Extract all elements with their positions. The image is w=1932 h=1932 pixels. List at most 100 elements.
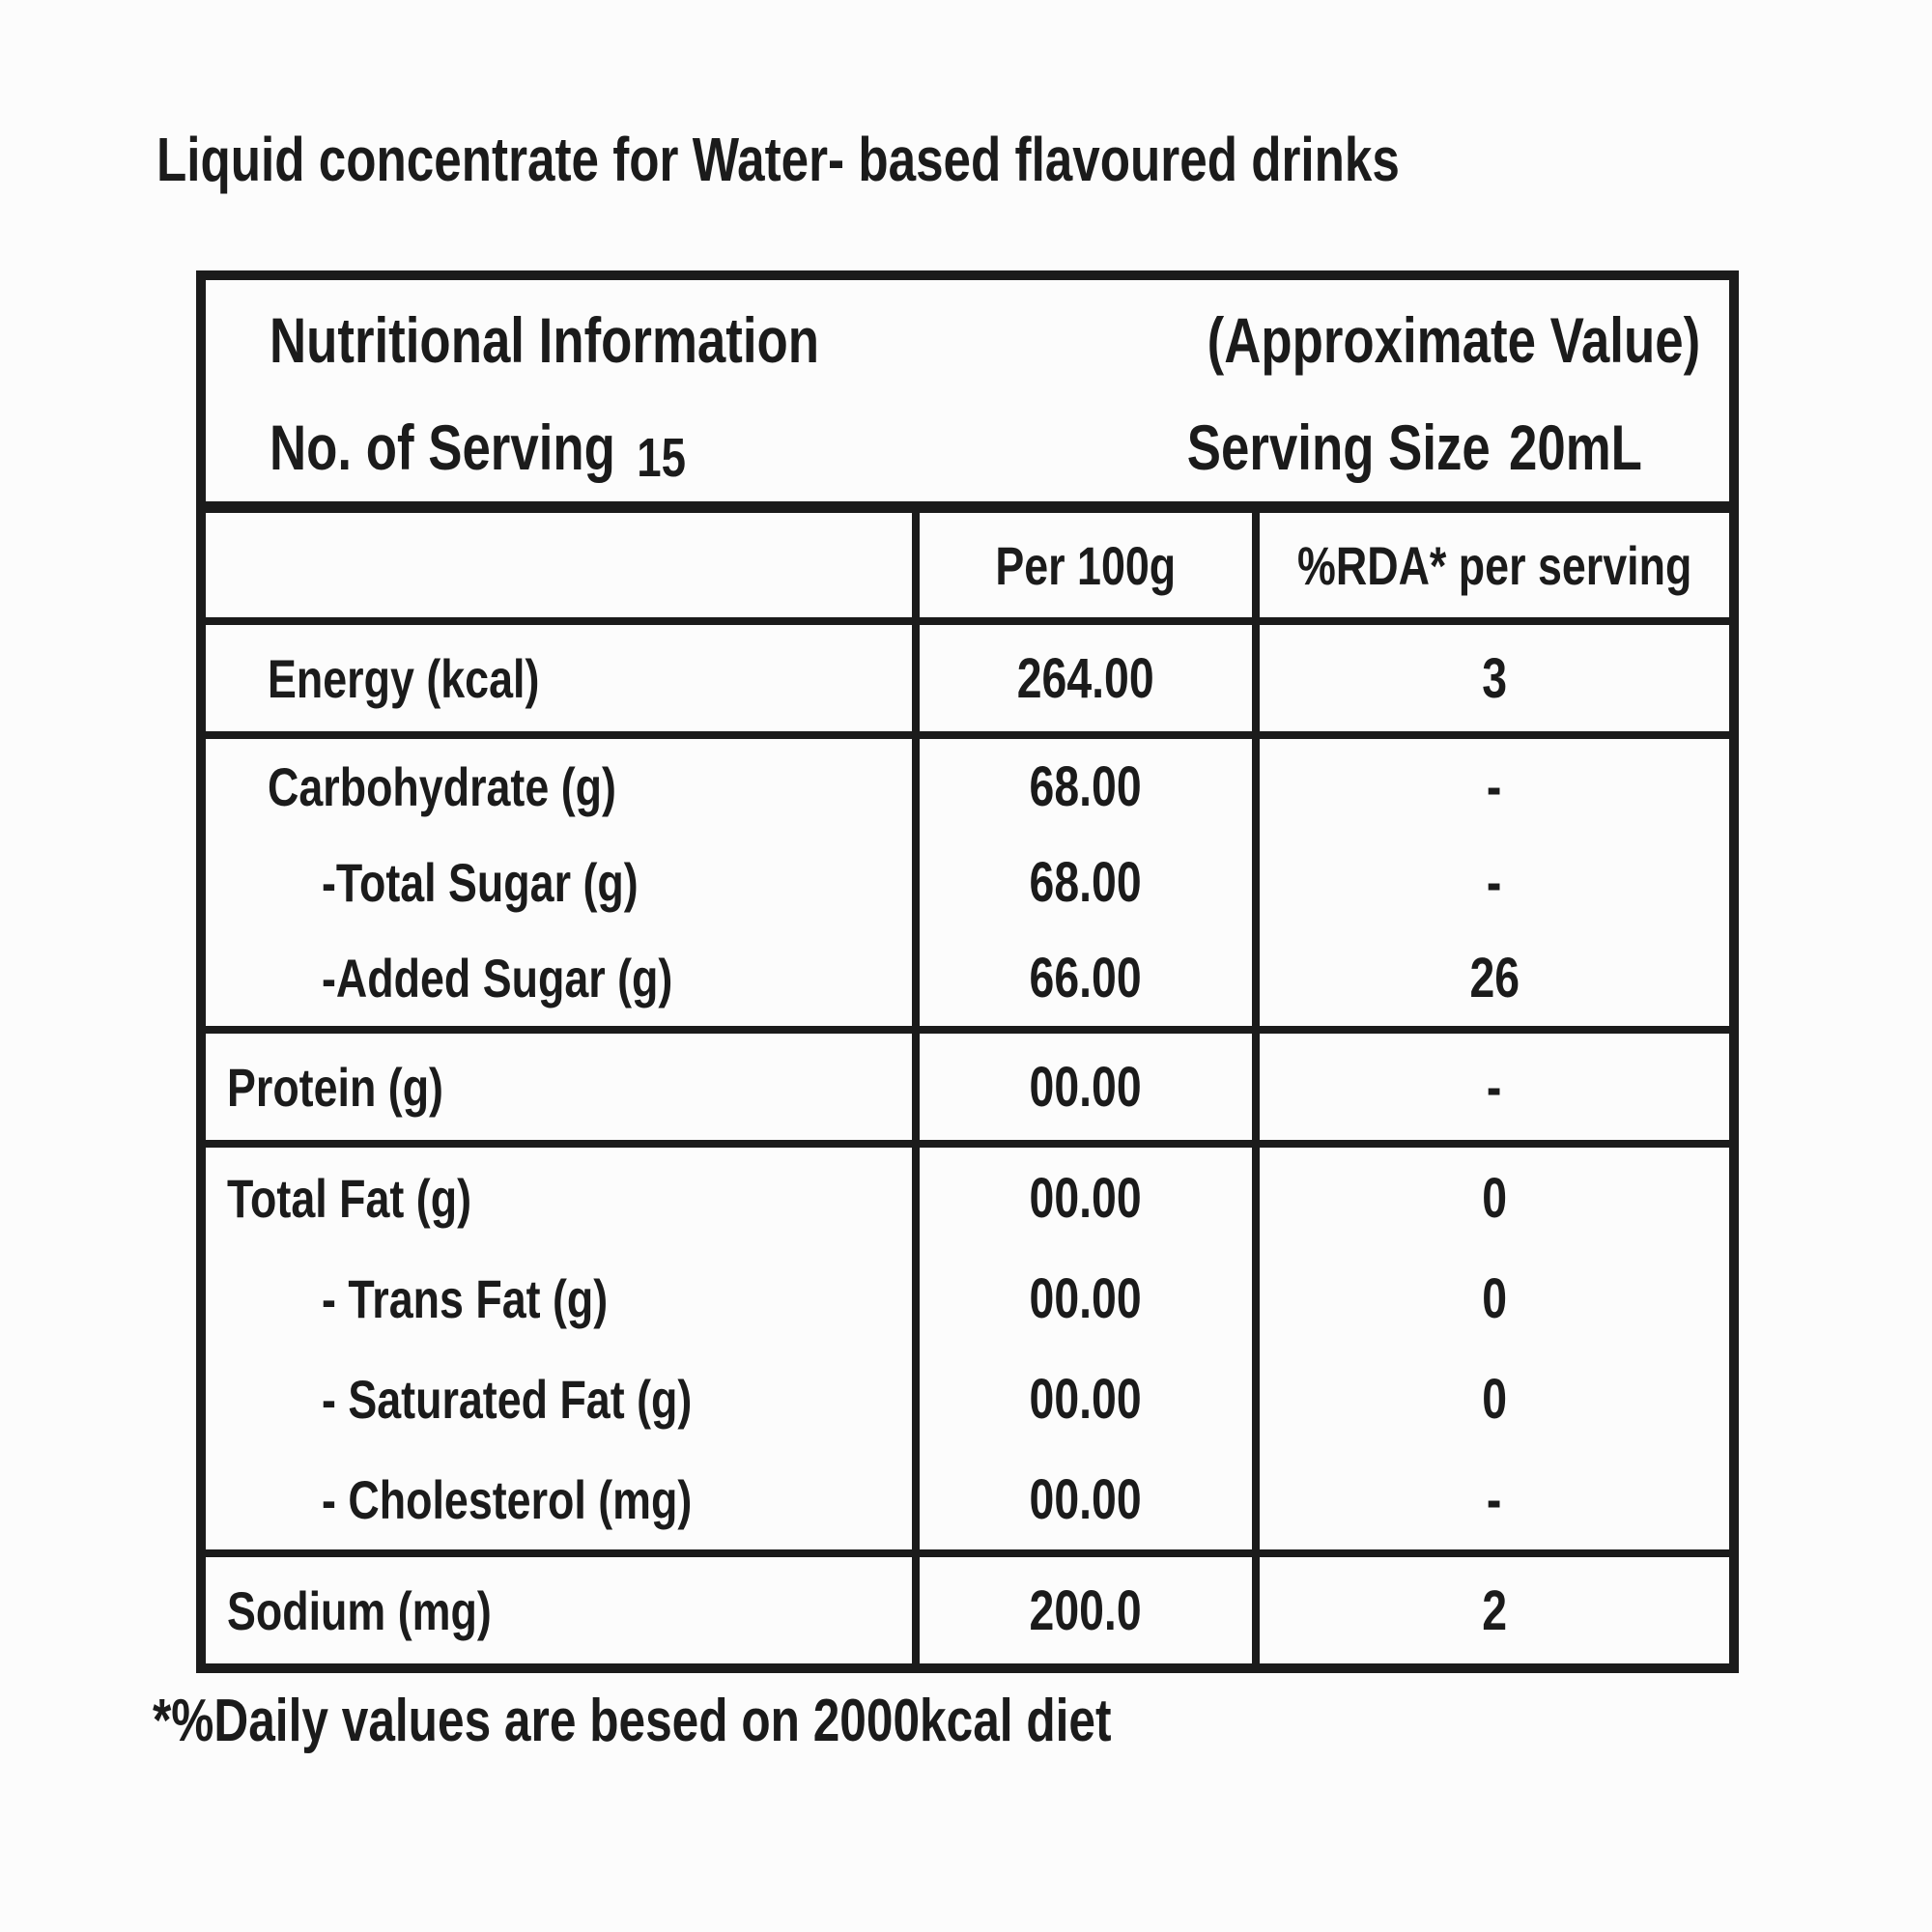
header-line-1: Nutritional Information (Approximate Val…	[270, 303, 1700, 377]
row-value-per100g: 00.00	[1029, 1367, 1143, 1431]
row-label-cell: Energy (kcal)	[206, 625, 912, 731]
row-line: -Added Sugar (g)	[206, 930, 912, 1026]
row-label: - Trans Fat (g)	[322, 1267, 609, 1329]
servings-label: No. of Serving	[270, 412, 615, 484]
nutrition-table: Nutritional Information (Approximate Val…	[196, 270, 1739, 1673]
row-per100g-cell: 264.00	[912, 625, 1252, 731]
header-approximate-value: (Approximate Value)	[1207, 303, 1700, 376]
row-label-cell: Total Fat (g) - Trans Fat (g) - Saturated …	[206, 1148, 912, 1549]
row-line: 2	[1260, 1557, 1729, 1663]
row-label-cell: Protein (g)	[206, 1034, 912, 1140]
header-title: Nutritional Information	[270, 303, 820, 376]
row-per100g-cell: 200.0	[912, 1557, 1252, 1663]
row-rda-cell: 2	[1252, 1557, 1729, 1663]
table-row: Sodium (mg) 200.0 2	[206, 1549, 1729, 1663]
row-line: 264.00	[920, 625, 1252, 731]
table-header: Nutritional Information (Approximate Val…	[206, 280, 1729, 513]
row-value-per100g: 00.00	[1029, 1266, 1143, 1330]
row-line: 00.00	[920, 1449, 1252, 1549]
column-header-row: Per 100g %RDA* per serving	[206, 513, 1729, 617]
row-line: 200.0	[920, 1557, 1252, 1663]
row-value-rda: 0	[1482, 1166, 1507, 1230]
row-line: Protein (g)	[206, 1034, 912, 1140]
row-value-rda: -	[1487, 851, 1502, 914]
serving-size-label: Serving Size	[1186, 412, 1491, 484]
row-line: 00.00	[920, 1349, 1252, 1449]
serving-size-group: Serving Size 20mL	[1187, 411, 1642, 484]
row-line: -Total Sugar (g)	[206, 835, 912, 930]
column-header-rda-text: %RDA* per serving	[1296, 534, 1692, 596]
row-line: 0	[1260, 1248, 1729, 1349]
row-line: 00.00	[920, 1034, 1252, 1140]
row-label: Energy (kcal)	[268, 647, 540, 709]
row-label-cell: Sodium (mg)	[206, 1557, 912, 1663]
row-line: 26	[1260, 930, 1729, 1026]
row-rda-cell: -	[1252, 1034, 1729, 1140]
row-line: - Trans Fat (g)	[206, 1248, 912, 1349]
table-row: Carbohydrate (g) -Total Sugar (g) -Added S…	[206, 731, 1729, 1026]
serving-size-value: 20mL	[1509, 412, 1642, 484]
row-line: Sodium (mg)	[206, 1557, 912, 1663]
row-line: -	[1260, 1034, 1729, 1140]
row-rda-cell: 0 0 0 -	[1252, 1148, 1729, 1549]
row-label: - Cholesterol (mg)	[322, 1468, 693, 1530]
row-value-per100g: 66.00	[1029, 947, 1143, 1009]
row-line: 00.00	[920, 1148, 1252, 1248]
row-value-rda: 2	[1482, 1578, 1507, 1642]
row-line: Total Fat (g)	[206, 1148, 912, 1248]
column-header-rda: %RDA* per serving	[1252, 513, 1729, 617]
row-value-rda: -	[1487, 755, 1502, 818]
row-rda-cell: 3	[1252, 625, 1729, 731]
footnote-text: *%Daily values are besed on 2000kcal die…	[153, 1688, 1112, 1754]
servings-group: No. of Serving 15	[270, 411, 686, 489]
row-label: Carbohydrate (g)	[268, 756, 616, 817]
row-line: Energy (kcal)	[206, 625, 912, 731]
row-label: -Total Sugar (g)	[322, 852, 639, 913]
row-line: Carbohydrate (g)	[206, 739, 912, 835]
row-value-rda: 3	[1482, 646, 1507, 710]
table-body: Energy (kcal) 264.00 3 Carbohydrate (g) -Tot…	[206, 617, 1729, 1663]
row-line: - Cholesterol (mg)	[206, 1449, 912, 1549]
row-rda-cell: - - 26	[1252, 739, 1729, 1026]
column-header-per-100g: Per 100g	[912, 513, 1252, 617]
row-line: 66.00	[920, 930, 1252, 1026]
row-line: -	[1260, 739, 1729, 835]
row-label: - Saturated Fat (g)	[322, 1368, 693, 1430]
row-line: 0	[1260, 1148, 1729, 1248]
row-per100g-cell: 68.00 68.00 66.00	[912, 739, 1252, 1026]
row-value-per100g: 00.00	[1029, 1055, 1143, 1119]
row-line: 68.00	[920, 739, 1252, 835]
row-per100g-cell: 00.00 00.00 00.00 00.00	[912, 1148, 1252, 1549]
row-label: -Added Sugar (g)	[322, 948, 673, 1009]
page-title-text: Liquid concentrate for Water- based flav…	[156, 125, 1400, 194]
row-line: -	[1260, 1449, 1729, 1549]
page-title: Liquid concentrate for Water- based flav…	[156, 126, 1711, 193]
row-label: Total Fat (g)	[227, 1167, 471, 1229]
row-value-per100g: 00.00	[1029, 1166, 1143, 1230]
row-line: 3	[1260, 625, 1729, 731]
column-header-blank	[206, 513, 912, 617]
footnote: *%Daily values are besed on 2000kcal die…	[153, 1689, 1351, 1754]
table-row: Protein (g) 00.00 -	[206, 1026, 1729, 1140]
column-header-per-100g-text: Per 100g	[995, 534, 1177, 596]
row-value-per100g: 00.00	[1029, 1467, 1143, 1531]
row-value-rda: 0	[1482, 1367, 1507, 1431]
row-per100g-cell: 00.00	[912, 1034, 1252, 1140]
row-line: 68.00	[920, 835, 1252, 930]
row-value-per100g: 68.00	[1029, 755, 1143, 818]
row-value-per100g: 264.00	[1017, 646, 1154, 710]
row-label: Sodium (mg)	[227, 1579, 492, 1641]
row-line: 0	[1260, 1349, 1729, 1449]
table-row: Energy (kcal) 264.00 3	[206, 617, 1729, 731]
row-value-rda: 26	[1469, 947, 1520, 1009]
row-line: 00.00	[920, 1248, 1252, 1349]
table-row: Total Fat (g) - Trans Fat (g) - Saturated …	[206, 1140, 1729, 1549]
servings-value: 15	[637, 427, 687, 490]
row-value-per100g: 68.00	[1029, 851, 1143, 914]
row-line: - Saturated Fat (g)	[206, 1349, 912, 1449]
row-line: -	[1260, 835, 1729, 930]
header-line-2: No. of Serving 15 Serving Size 20mL	[270, 411, 1700, 489]
row-value-rda: -	[1487, 1467, 1502, 1531]
row-value-per100g: 200.0	[1029, 1578, 1143, 1642]
